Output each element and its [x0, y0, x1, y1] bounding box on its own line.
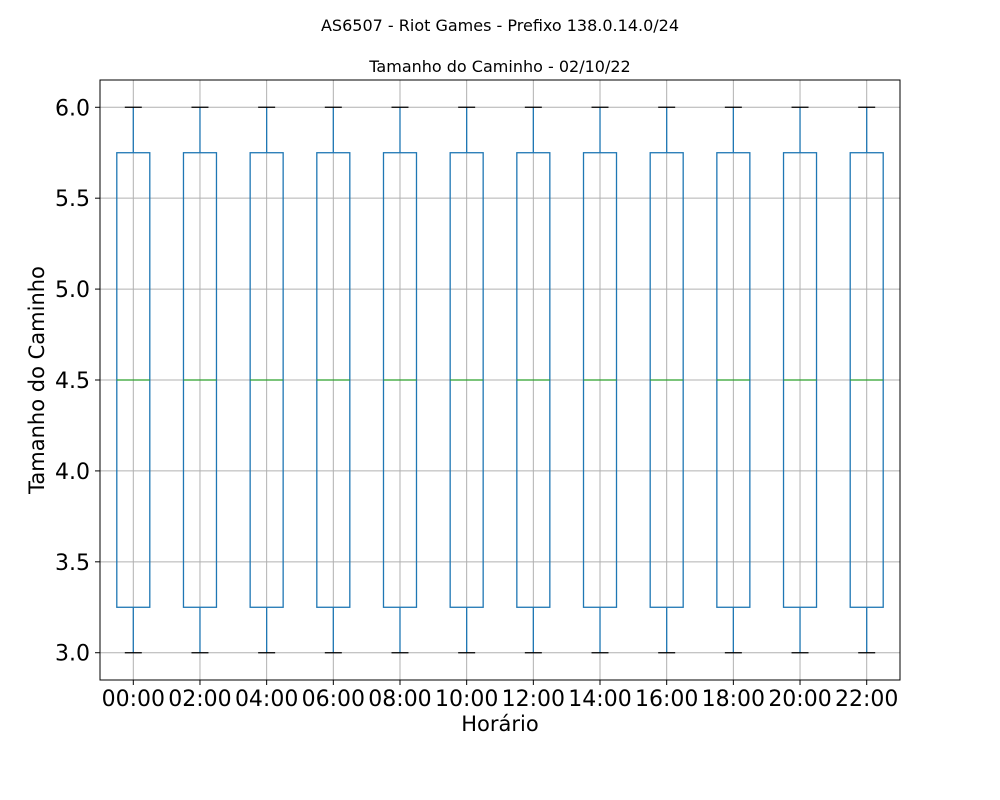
- y-tick-label: 4.0: [55, 460, 90, 485]
- x-tick-label: 10:00: [435, 687, 498, 712]
- box-1800: [716, 106, 751, 654]
- box-1600: [649, 106, 684, 654]
- x-tick-label: 06:00: [302, 687, 365, 712]
- x-tick-label: 18:00: [702, 687, 765, 712]
- x-tick-label: 20:00: [768, 687, 831, 712]
- box-2000: [782, 106, 818, 654]
- box-2200: [849, 106, 884, 654]
- x-tick-label: 04:00: [235, 687, 298, 712]
- y-tick-label: 3.0: [55, 642, 90, 667]
- box-1200: [516, 106, 551, 654]
- y-tick-label: 6.0: [55, 96, 90, 121]
- box-1000: [449, 106, 484, 654]
- x-tick-label: 08:00: [368, 687, 431, 712]
- x-axis-label: Horário: [461, 712, 538, 736]
- x-tick-label: 22:00: [835, 687, 898, 712]
- tick-layer: 3.0 3.5 4.0 4.5 5.0 5.5 6.0 00:00 02:00 04:00 06:0…: [55, 96, 898, 712]
- box-0200: [182, 106, 218, 654]
- y-tick-label: 4.5: [55, 369, 90, 394]
- box-0000: [116, 106, 151, 654]
- x-tick-label: 14:00: [568, 687, 631, 712]
- box-0800: [382, 106, 418, 654]
- chart-title: Tamanho do Caminho - 02/10/22: [368, 57, 630, 76]
- grid-layer: [100, 80, 900, 680]
- x-tick-label: 02:00: [168, 687, 231, 712]
- y-tick-label: 5.5: [55, 187, 90, 212]
- box-0400: [249, 106, 284, 654]
- y-tick-label: 5.0: [55, 278, 90, 303]
- y-axis-label: Tamanho do Caminho: [25, 266, 49, 495]
- chart-suptitle: AS6507 - Riot Games - Prefixo 138.0.14.0…: [321, 16, 679, 35]
- box-0600: [316, 106, 351, 654]
- x-tick-label: 16:00: [635, 687, 698, 712]
- y-tick-label: 3.5: [55, 551, 90, 576]
- x-tick-label: 12:00: [502, 687, 565, 712]
- box-1400: [582, 106, 618, 654]
- x-tick-label: 00:00: [102, 687, 165, 712]
- box-layer: [116, 106, 884, 654]
